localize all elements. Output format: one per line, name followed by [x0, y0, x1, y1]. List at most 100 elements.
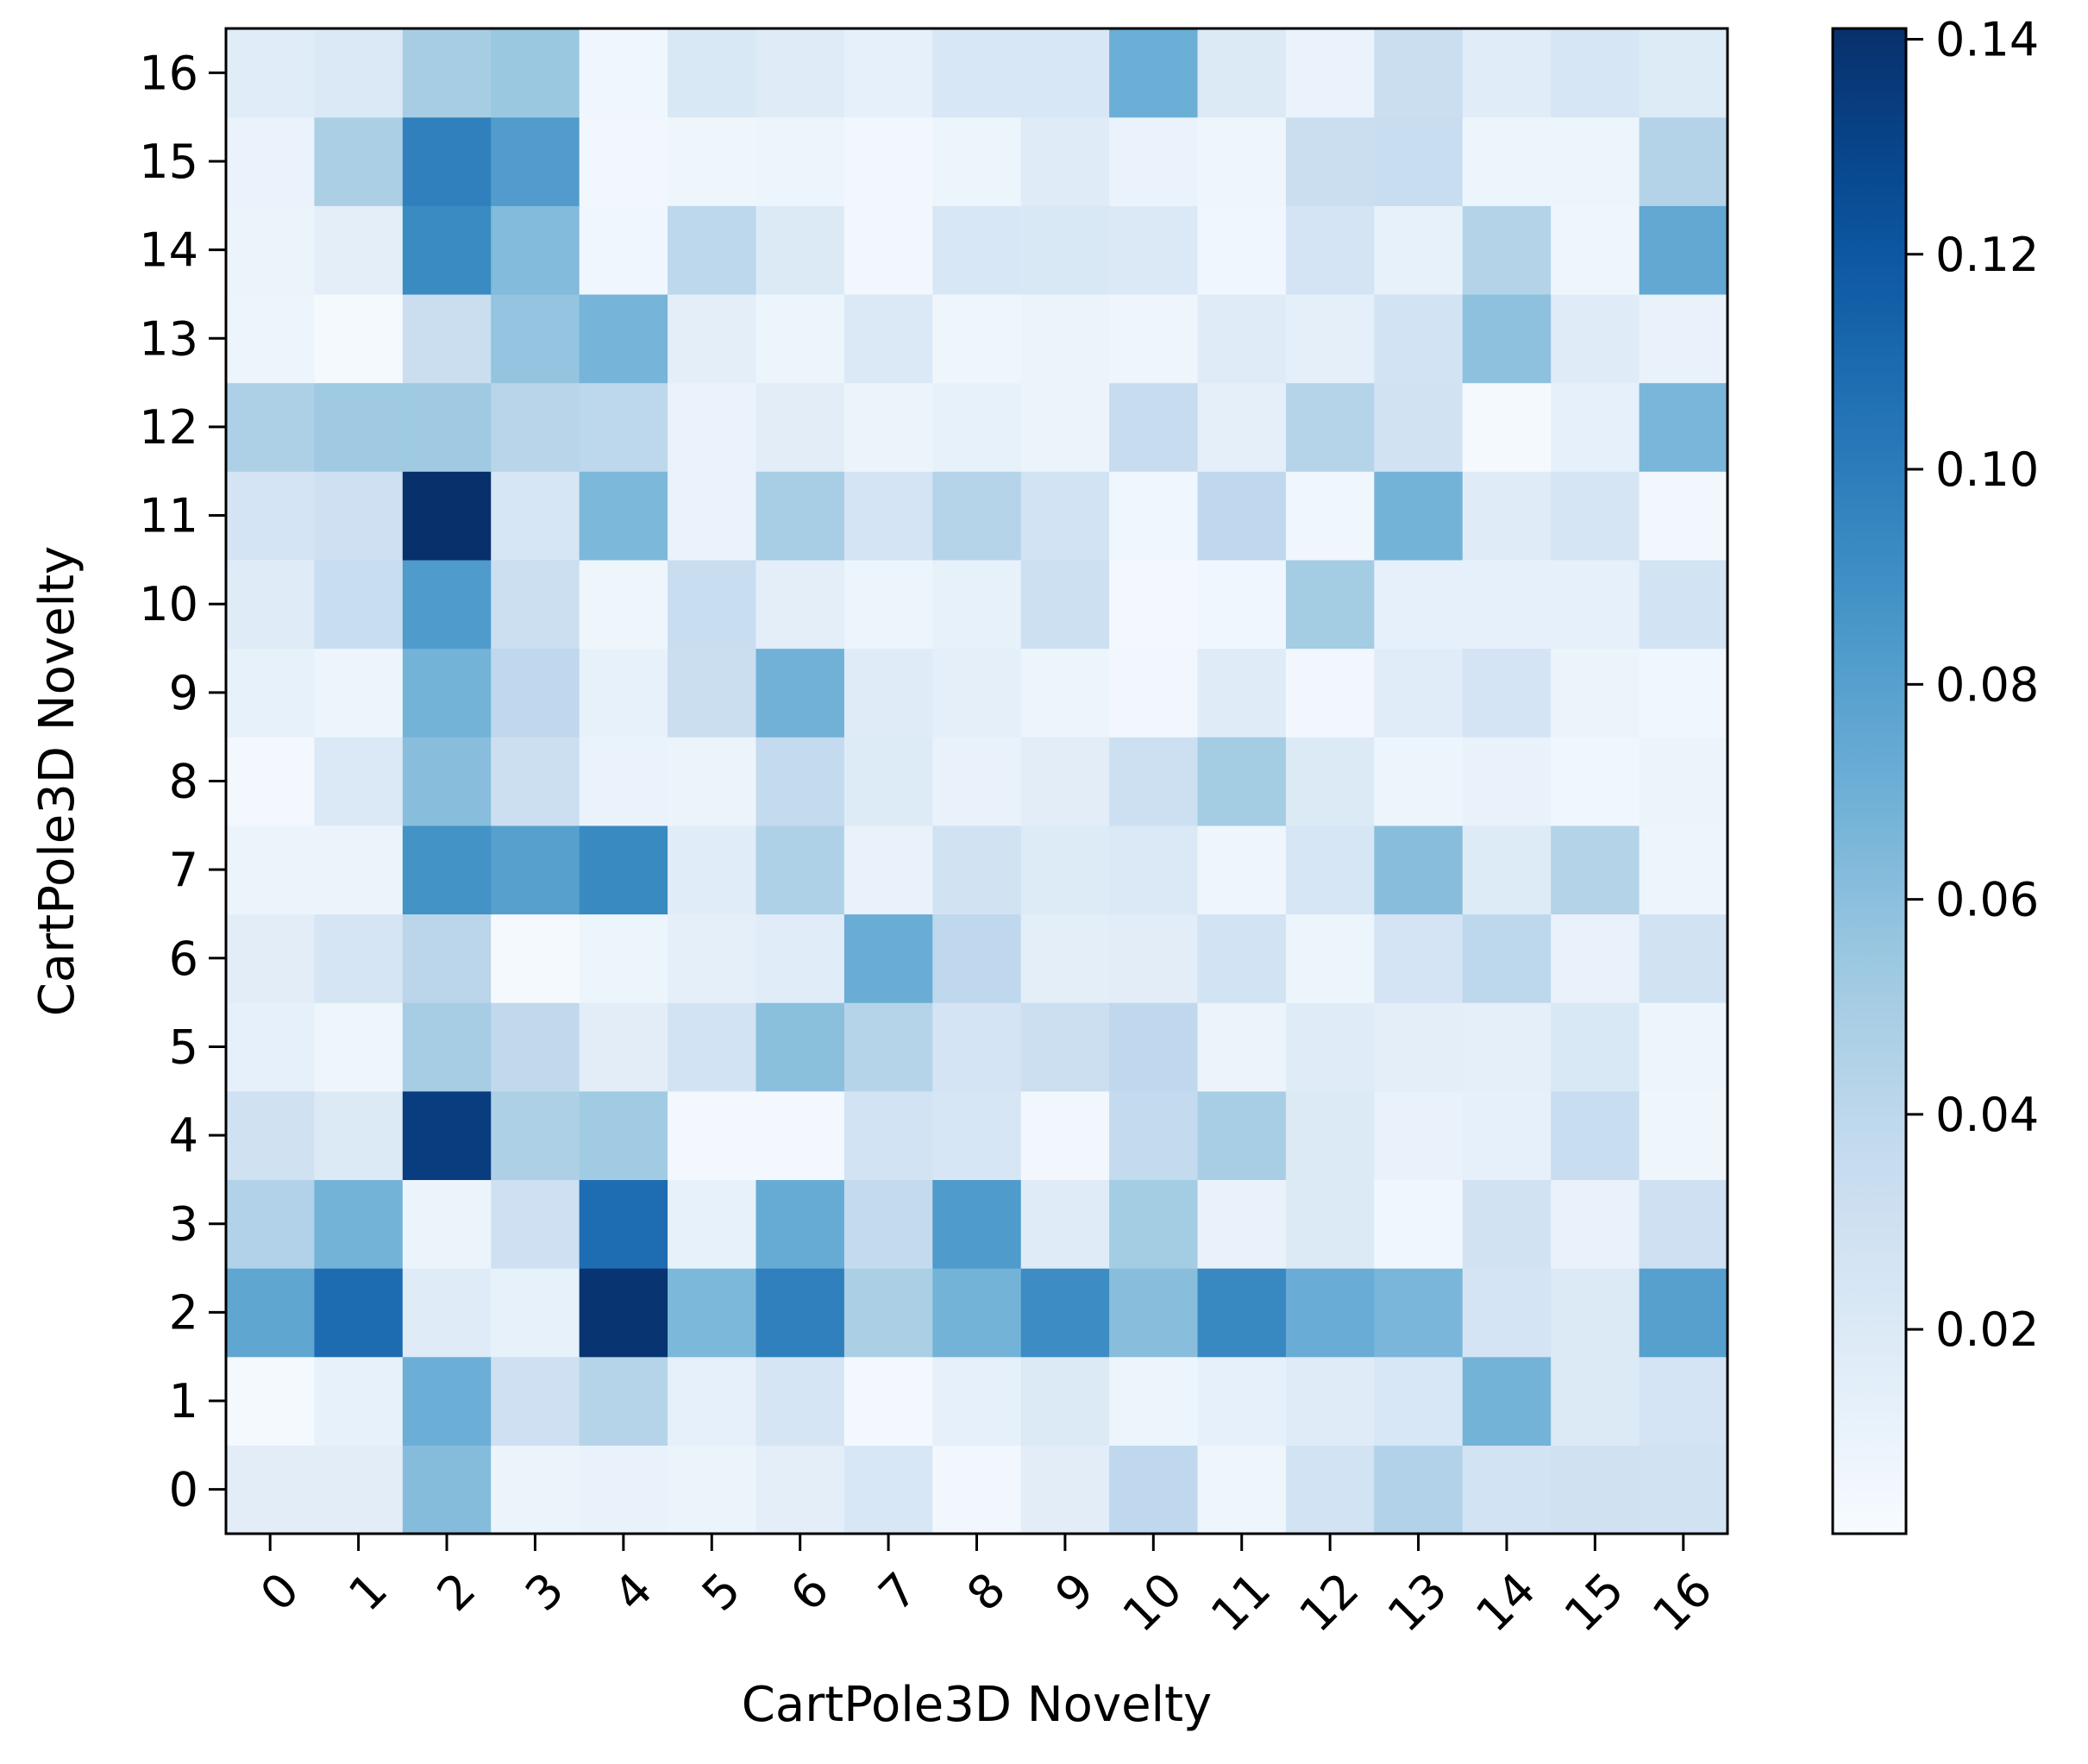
heatmap-cell — [843, 205, 933, 295]
heatmap-cell — [402, 825, 492, 915]
heatmap-cell — [1109, 28, 1199, 118]
heatmap-cell — [1109, 737, 1199, 826]
heatmap-cell — [843, 559, 933, 650]
heatmap-cell — [843, 825, 933, 915]
heatmap-cell — [843, 913, 933, 1003]
heatmap-cell — [1285, 1090, 1375, 1181]
heatmap-cell — [402, 1179, 492, 1269]
heatmap-cell — [1109, 1179, 1199, 1269]
heatmap-cell — [579, 1445, 668, 1535]
heatmap-cell — [756, 825, 845, 915]
heatmap-cell — [579, 1179, 668, 1269]
heatmap-cell — [226, 559, 316, 650]
heatmap-cell — [1109, 205, 1199, 295]
heatmap-cell — [1197, 1002, 1287, 1092]
heatmap-cell — [1374, 648, 1464, 738]
heatmap-cell — [1109, 1090, 1199, 1181]
heatmap-cell — [1639, 205, 1728, 295]
heatmap-cell — [1374, 1002, 1464, 1092]
heatmap-cell — [1462, 913, 1552, 1003]
heatmap-cell — [1639, 825, 1728, 915]
heatmap-cell — [1374, 1090, 1464, 1181]
x-tick-label: 7 — [868, 1562, 928, 1622]
heatmap-cell — [579, 648, 668, 738]
heatmap-cell — [1285, 737, 1375, 826]
heatmap-cell — [314, 1002, 404, 1092]
heatmap-cell — [314, 471, 404, 561]
heatmap-cell — [843, 293, 933, 384]
heatmap-cell — [1020, 28, 1110, 118]
heatmap-cell — [314, 1179, 404, 1269]
heatmap-cell — [1285, 559, 1375, 650]
heatmap-cells — [226, 28, 1728, 1535]
y-tick-label: 11 — [139, 489, 198, 543]
heatmap-cell — [402, 1002, 492, 1092]
heatmap-cell — [491, 1090, 580, 1181]
heatmap-cell — [1462, 737, 1552, 826]
heatmap-cell — [756, 648, 845, 738]
y-tick-label: 2 — [169, 1285, 198, 1340]
heatmap-cell — [668, 116, 757, 206]
heatmap-cell — [491, 825, 580, 915]
heatmap-cell — [402, 205, 492, 295]
heatmap-cell — [843, 382, 933, 472]
heatmap-cell — [1109, 825, 1199, 915]
heatmap-cell — [226, 737, 316, 826]
heatmap-cell — [1020, 1090, 1110, 1181]
heatmap-cell — [402, 648, 492, 738]
heatmap-cell — [1551, 737, 1640, 826]
heatmap-cell — [1374, 116, 1464, 206]
heatmap-cell — [491, 293, 580, 384]
heatmap-cell — [1020, 382, 1110, 472]
heatmap-cell — [1109, 1356, 1199, 1446]
colorbar-tick-label: 0.04 — [1935, 1088, 2039, 1142]
heatmap-cell — [1551, 559, 1640, 650]
heatmap-cell — [1639, 913, 1728, 1003]
colorbar-tick-label: 0.12 — [1935, 228, 2039, 282]
heatmap-cell — [1639, 1445, 1728, 1535]
heatmap-cell — [226, 913, 316, 1003]
heatmap-cell — [226, 1002, 316, 1092]
heatmap-cell — [402, 382, 492, 472]
y-tick-label: 6 — [169, 932, 198, 986]
heatmap-cell — [1109, 1445, 1199, 1535]
heatmap-cell — [314, 293, 404, 384]
heatmap-cell — [1285, 825, 1375, 915]
heatmap-cell — [1285, 471, 1375, 561]
x-tick-label: 13 — [1377, 1562, 1458, 1642]
y-tick-label: 5 — [169, 1020, 198, 1074]
heatmap-cell — [932, 28, 1022, 118]
heatmap-cell — [1109, 913, 1199, 1003]
heatmap-cell — [1639, 1356, 1728, 1446]
heatmap-cell — [1374, 28, 1464, 118]
heatmap-cell — [1639, 382, 1728, 472]
heatmap-cell — [1462, 205, 1552, 295]
heatmap-cell — [1020, 1356, 1110, 1446]
heatmap-cell — [402, 559, 492, 650]
heatmap-cell — [932, 293, 1022, 384]
x-axis-ticks: 0 1 2 3 4 5 6 7 8 9 10 11 12 13 14 15 16 — [250, 1534, 1722, 1642]
heatmap-cell — [1285, 1268, 1375, 1358]
heatmap-cell — [226, 648, 316, 738]
colorbar-gradient — [1831, 27, 1908, 1535]
heatmap-cell — [1551, 1268, 1640, 1358]
heatmap-cell — [491, 1179, 580, 1269]
heatmap-cell — [579, 559, 668, 650]
heatmap-cell — [1374, 825, 1464, 915]
heatmap-cell — [1109, 1268, 1199, 1358]
heatmap-cell — [756, 1179, 845, 1269]
y-tick-label: 3 — [169, 1197, 198, 1252]
heatmap-cell — [1285, 205, 1375, 295]
heatmap-cell — [314, 1445, 404, 1535]
x-tick-label: 14 — [1465, 1562, 1546, 1642]
heatmap-cell — [932, 737, 1022, 826]
heatmap-cell — [1109, 471, 1199, 561]
heatmap-cell — [226, 116, 316, 206]
x-tick-label: 1 — [338, 1562, 398, 1622]
heatmap-cell — [314, 825, 404, 915]
heatmap-cell — [932, 471, 1022, 561]
y-tick-label: 15 — [139, 135, 198, 189]
heatmap-cell — [402, 1268, 492, 1358]
y-tick-label: 8 — [169, 755, 198, 809]
